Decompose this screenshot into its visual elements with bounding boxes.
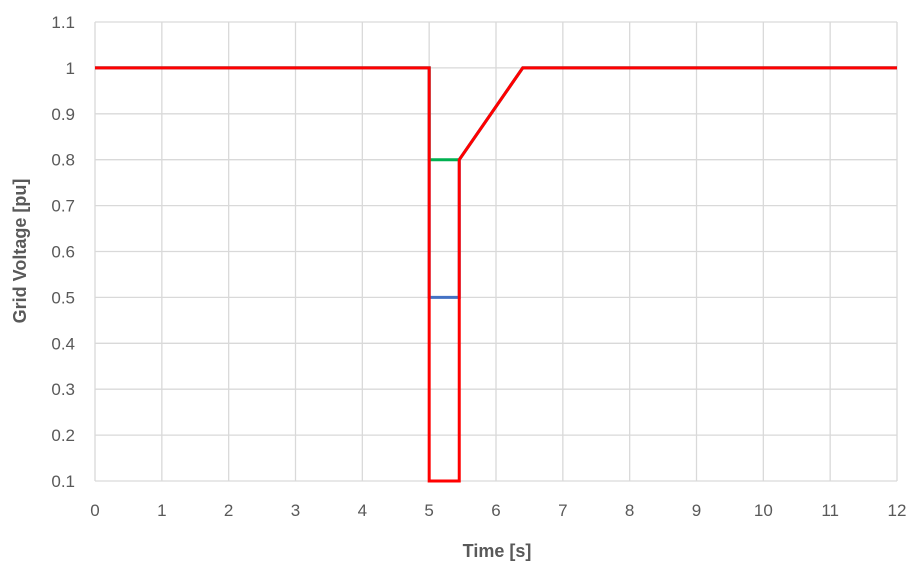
- gridlines: [94, 21, 898, 482]
- x-tick-label: 0: [90, 501, 99, 520]
- y-tick-label: 0.2: [51, 426, 75, 445]
- x-tick-label: 2: [224, 501, 233, 520]
- x-tick-label: 1: [157, 501, 166, 520]
- y-axis-title: Grid Voltage [pu]: [10, 179, 30, 324]
- y-tick-label: 0.9: [51, 105, 75, 124]
- y-tick-label: 0.5: [51, 288, 75, 307]
- y-tick-label: 1: [66, 59, 75, 78]
- x-tick-label: 4: [358, 501, 367, 520]
- y-tick-label: 0.8: [51, 151, 75, 170]
- series-lines: [95, 66, 897, 483]
- y-tick-label: 0.3: [51, 380, 75, 399]
- y-tick-label: 0.4: [51, 334, 75, 353]
- x-tick-label: 8: [625, 501, 634, 520]
- x-tick-label: 6: [491, 501, 500, 520]
- x-tick-label: 7: [558, 501, 567, 520]
- y-tick-label: 0.1: [51, 472, 75, 491]
- x-tick-label: 5: [424, 501, 433, 520]
- x-tick-label: 10: [754, 501, 773, 520]
- y-tick-label: 0.7: [51, 197, 75, 216]
- series-line-3: [95, 66, 897, 483]
- y-tick-label: 1.1: [51, 13, 75, 32]
- x-tick-label: 3: [291, 501, 300, 520]
- x-axis-title: Time [s]: [463, 541, 532, 561]
- tick-labels: 0.10.20.30.40.50.60.70.80.911.10 1 2 3 4 5 6 7 8…: [51, 13, 906, 520]
- x-tick-label: 9: [692, 501, 701, 520]
- x-tick-label: 12: [888, 501, 907, 520]
- x-tick-label: 11: [821, 501, 839, 520]
- y-tick-label: 0.6: [51, 243, 75, 262]
